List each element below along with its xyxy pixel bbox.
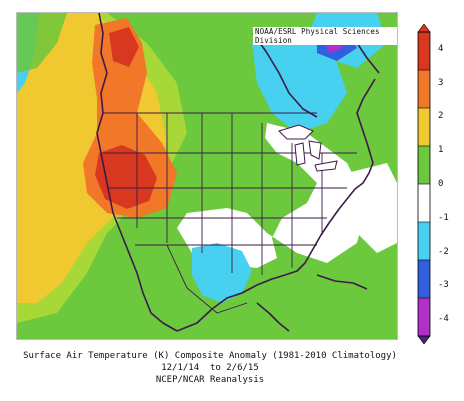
field-positive-4-north — [109, 27, 139, 67]
field-positive-1-corner — [17, 13, 67, 73]
colorbar-labels: 4 3 2 1 0 -1 -2 -3 -4 — [438, 24, 458, 344]
cuba-outline — [316, 274, 368, 290]
pacific-coastline — [96, 13, 178, 332]
lake-michigan — [294, 142, 306, 166]
colorbar-label: 2 — [438, 111, 444, 122]
colorbar-arrow-top — [417, 24, 431, 33]
credit-label: NOAA/ESRL Physical Sciences Division — [253, 27, 397, 45]
gulf-atlantic-coastline — [176, 162, 374, 332]
lake-huron — [308, 140, 322, 160]
colorbar-label: -2 — [438, 246, 449, 257]
great-lakes — [278, 124, 338, 172]
coastlines — [96, 13, 380, 332]
map-canvas — [17, 13, 397, 339]
political-borders — [103, 112, 357, 314]
caption-line-3: NCEP/NCAR Reanalysis — [155, 375, 265, 385]
colorbar-segment — [418, 298, 430, 337]
colorbar-label: -4 — [438, 314, 449, 325]
colorbar-segments — [417, 24, 431, 344]
colorbar-segment — [418, 222, 430, 261]
mexico-coastline — [256, 302, 290, 332]
colorbar-label: 0 — [438, 179, 444, 189]
hudson-bay-coastline — [252, 32, 318, 118]
field-negative-1-north — [252, 33, 347, 133]
lake-erie — [314, 160, 338, 172]
atlantic-northeast-coastline — [356, 78, 376, 164]
field-positive-4 — [95, 145, 157, 209]
caption-line-2: 12/1/14 to 2/6/15 — [161, 363, 259, 373]
colorbar — [417, 24, 431, 344]
lake-superior — [278, 124, 314, 140]
colorbar-label: 3 — [438, 77, 444, 88]
colorbar-label: -3 — [438, 280, 449, 291]
caption-line-1: Surface Air Temperature (K) Composite An… — [23, 351, 397, 361]
anomaly-map: NOAA/ESRL Physical Sciences Division — [16, 12, 398, 340]
colorbar-label: 4 — [438, 43, 444, 54]
colorbar-label: 1 — [438, 145, 444, 156]
caption: Surface Air Temperature (K) Composite An… — [0, 350, 420, 386]
colorbar-segment — [418, 108, 430, 147]
us-mexico-border — [166, 244, 248, 314]
field-negative-1-gulf — [192, 243, 252, 303]
colorbar-segment — [418, 70, 430, 109]
colorbar-label: -1 — [438, 212, 449, 223]
colorbar-segment — [418, 146, 430, 185]
colorbar-arrow-bottom — [417, 335, 431, 344]
colorbar-segment — [418, 184, 430, 223]
colorbar-segment — [418, 260, 430, 299]
colorbar-segment — [418, 32, 430, 71]
field-zero-east — [177, 123, 367, 268]
colorbar-frame — [417, 31, 431, 337]
